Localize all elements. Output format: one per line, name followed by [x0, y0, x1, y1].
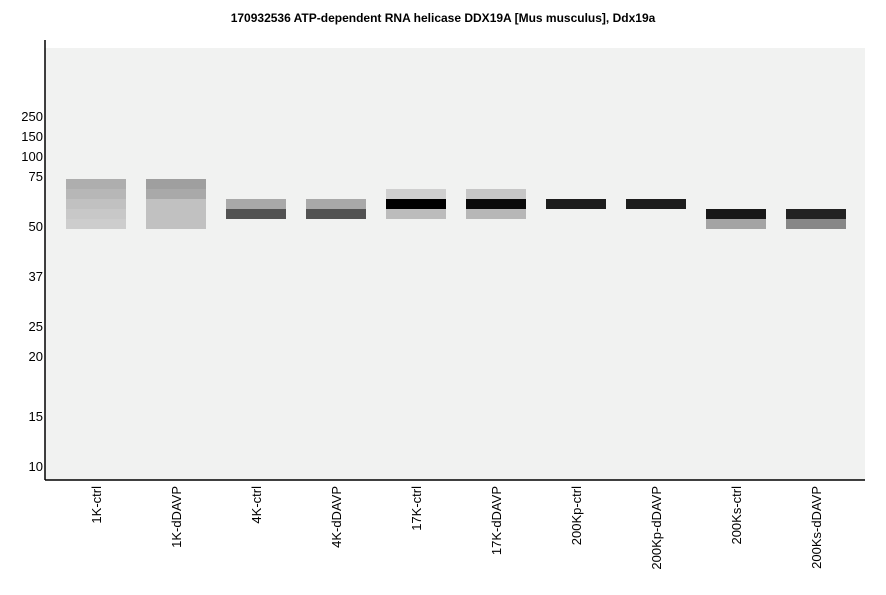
y-tick-label: 250	[21, 109, 43, 124]
band	[306, 199, 366, 209]
band	[386, 189, 446, 199]
band	[66, 199, 126, 209]
y-tick-label: 10	[29, 459, 43, 474]
band	[466, 189, 526, 199]
band	[66, 189, 126, 199]
y-tick-label: 75	[29, 169, 43, 184]
band	[466, 209, 526, 219]
lane-label: 17K-ctrl	[409, 486, 424, 531]
y-tick-label: 37	[29, 269, 43, 284]
band	[226, 199, 286, 209]
band	[786, 219, 846, 229]
band	[146, 209, 206, 219]
band	[226, 209, 286, 219]
lane-label: 200Ks-dDAVP	[809, 486, 824, 569]
y-tick-labels: 250 150 100 75 50 37 25 20 15 10	[21, 109, 43, 474]
lane-labels: 1K-ctrl 1K-dDAVP 4K-ctrl 4K-dDAVP 17K-ctrl 17…	[89, 486, 824, 570]
y-tick-label: 15	[29, 409, 43, 424]
band	[786, 209, 846, 219]
y-tick-label: 20	[29, 349, 43, 364]
band	[466, 199, 526, 209]
band	[146, 219, 206, 229]
y-tick-label: 150	[21, 129, 43, 144]
lane-label: 4K-dDAVP	[329, 486, 344, 548]
y-tick-label: 25	[29, 319, 43, 334]
lane-label: 200Kp-ctrl	[569, 486, 584, 545]
plot-background	[45, 48, 865, 480]
band	[386, 199, 446, 209]
lane-label: 1K-ctrl	[89, 486, 104, 524]
band	[306, 209, 366, 219]
band	[706, 219, 766, 229]
band-layer	[66, 179, 846, 229]
lane-label: 17K-dDAVP	[489, 486, 504, 555]
lane-label: 200Ks-ctrl	[729, 486, 744, 545]
band	[66, 219, 126, 229]
band	[146, 179, 206, 189]
band	[386, 209, 446, 219]
band	[66, 209, 126, 219]
y-tick-label: 100	[21, 149, 43, 164]
lane-label: 200Kp-dDAVP	[649, 486, 664, 570]
band	[66, 179, 126, 189]
band	[626, 199, 686, 209]
lane-label: 1K-dDAVP	[169, 486, 184, 548]
band	[146, 199, 206, 209]
chart-title: 170932536 ATP-dependent RNA helicase DDX…	[230, 11, 656, 25]
band	[146, 189, 206, 199]
band	[546, 199, 606, 209]
lane-label: 4K-ctrl	[249, 486, 264, 524]
band	[706, 209, 766, 219]
y-tick-label: 50	[29, 219, 43, 234]
